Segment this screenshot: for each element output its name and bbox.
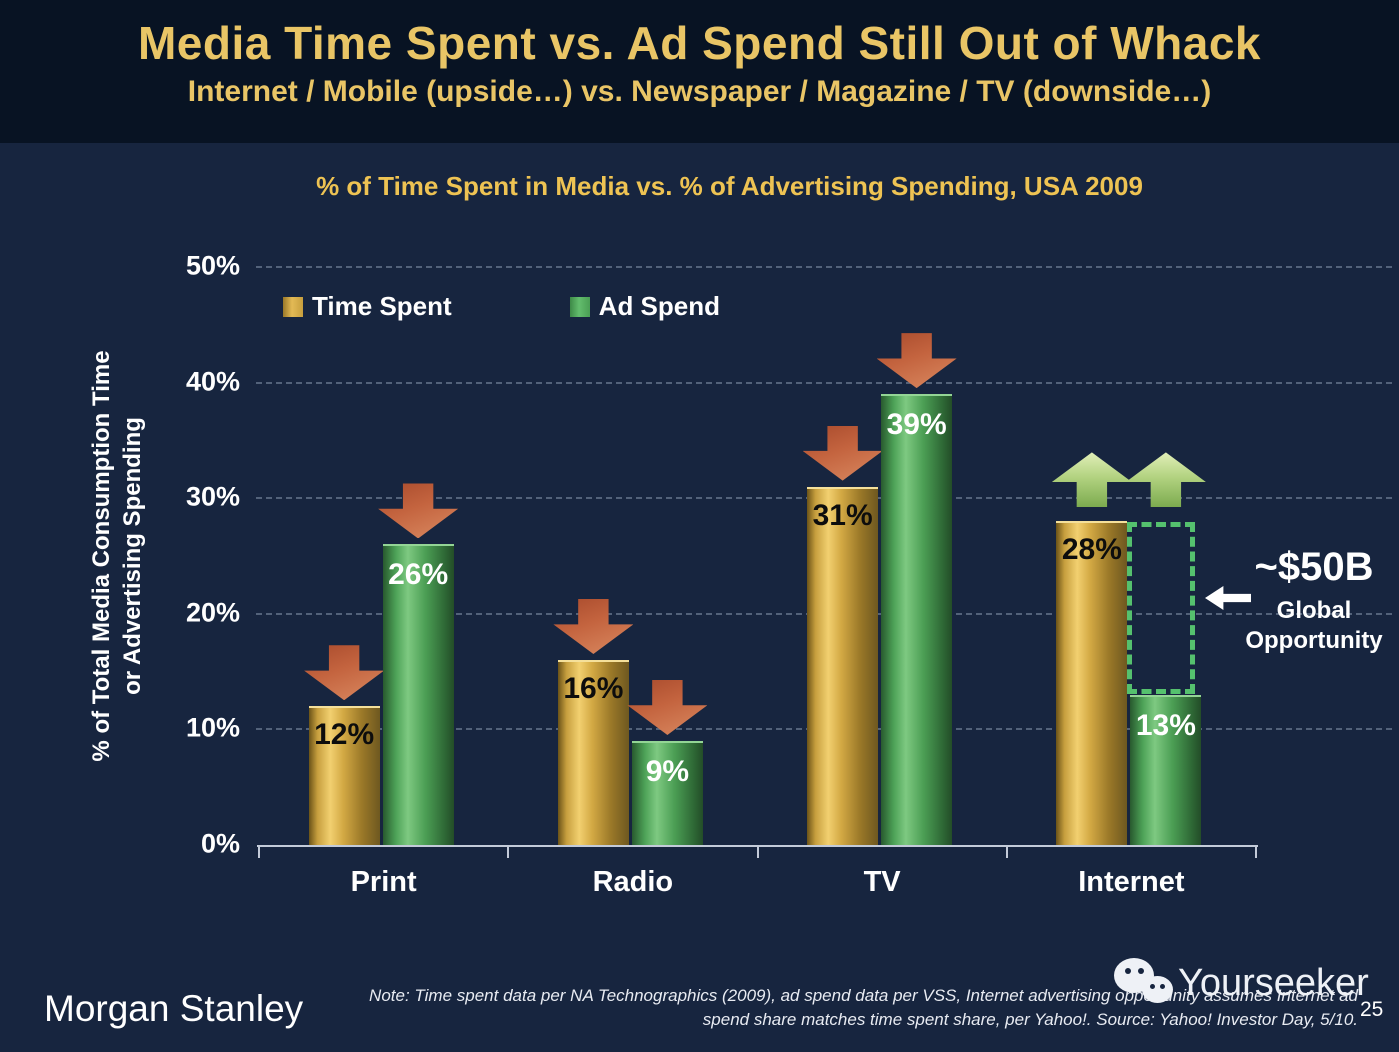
category-label-tv: TV xyxy=(863,866,901,898)
down-arrow-icon xyxy=(378,483,459,539)
bar-value-label-radio-ad-spend: 9% xyxy=(645,754,690,788)
bar-value-label-internet-ad-spend: 13% xyxy=(1135,708,1196,742)
x-axis-tick xyxy=(507,845,510,858)
legend-label-time-spent: Time Spent xyxy=(312,291,452,321)
down-arrow-icon xyxy=(876,333,957,389)
bar-tv-ad-spend xyxy=(881,394,953,845)
slide-subtitle: Internet / Mobile (upside…) vs. Newspape… xyxy=(187,75,1212,108)
gridline xyxy=(256,266,1392,268)
y-tick-label: 20% xyxy=(185,597,240,628)
category-label-print: Print xyxy=(350,866,417,898)
legend: Time Spent Ad Spend xyxy=(283,291,720,322)
wechat-bubble-small xyxy=(1142,976,1173,1003)
slide-title: Media Time Spent vs. Ad Spend Still Out … xyxy=(137,17,1262,69)
down-arrow-icon xyxy=(802,425,883,481)
bar-radio-time-spent xyxy=(557,660,629,845)
legend-swatch-gold xyxy=(283,296,303,317)
wechat-icon xyxy=(1112,956,1176,1010)
opportunity-label-line-2: Opportunity xyxy=(1245,627,1383,655)
chart-title: % of Time Spent in Media vs. % of Advert… xyxy=(316,171,1143,201)
legend-item-ad-spend: Ad Spend xyxy=(569,291,721,322)
down-arrow-icon xyxy=(553,599,634,655)
opportunity-dotted-box xyxy=(1127,522,1196,694)
y-tick-label: 0% xyxy=(200,828,240,859)
y-axis-title-line-1: % of Total Media Consumption Time xyxy=(88,350,115,762)
footnote-line-2: spend share matches time spent share, pe… xyxy=(702,1010,1358,1030)
watermark: Yourseeker xyxy=(1112,956,1369,1010)
bar-value-label-print-time-spent: 12% xyxy=(314,718,375,752)
x-axis-tick xyxy=(1005,845,1008,858)
down-arrow-icon xyxy=(304,645,385,701)
bar-internet-time-spent xyxy=(1056,521,1128,845)
morgan-stanley-logo: Morgan Stanley xyxy=(44,988,304,1029)
bar-print-ad-spend xyxy=(382,544,454,845)
x-axis-tick xyxy=(1255,845,1257,858)
bar-radio-ad-spend xyxy=(631,740,703,845)
page-number: 25 xyxy=(1360,998,1384,1021)
bar-value-label-tv-ad-spend: 39% xyxy=(886,408,947,442)
slide-header: Media Time Spent vs. Ad Spend Still Out … xyxy=(0,0,1399,143)
y-tick-label: 30% xyxy=(185,481,240,512)
bar-value-label-print-ad-spend: 26% xyxy=(388,558,449,592)
y-tick-label: 10% xyxy=(185,712,240,743)
y-tick-label: 50% xyxy=(185,250,240,281)
x-axis-tick xyxy=(756,845,759,858)
bar-print-time-spent xyxy=(308,706,380,845)
down-arrow-icon xyxy=(627,679,708,735)
watermark-text: Yourseeker xyxy=(1178,961,1369,1004)
bar-value-label-radio-time-spent: 16% xyxy=(563,672,624,706)
legend-swatch-green xyxy=(569,296,590,317)
legend-label-ad-spend: Ad Spend xyxy=(598,291,721,321)
x-axis-tick xyxy=(258,845,260,858)
legend-item-time-spent: Time Spent xyxy=(283,291,452,322)
footnote: Note: Time spent data per NA Technograph… xyxy=(320,984,1358,1032)
bar-internet-ad-spend xyxy=(1130,694,1202,845)
bar-value-label-tv-time-spent: 31% xyxy=(812,498,873,532)
gridline xyxy=(256,381,1392,384)
y-tick-label: 40% xyxy=(185,365,240,396)
opportunity-value: ~$50B xyxy=(1254,545,1374,589)
bar-tv-time-spent xyxy=(807,486,879,845)
opportunity-label: Global Opportunity xyxy=(1236,596,1392,657)
footnote-line-1: Note: Time spent data per NA Technograph… xyxy=(369,986,1358,1005)
category-label-radio: Radio xyxy=(592,866,674,898)
category-label-internet: Internet xyxy=(1078,866,1185,898)
bar-value-label-internet-time-spent: 28% xyxy=(1061,533,1122,567)
opportunity-label-line-1: Global xyxy=(1276,597,1352,624)
